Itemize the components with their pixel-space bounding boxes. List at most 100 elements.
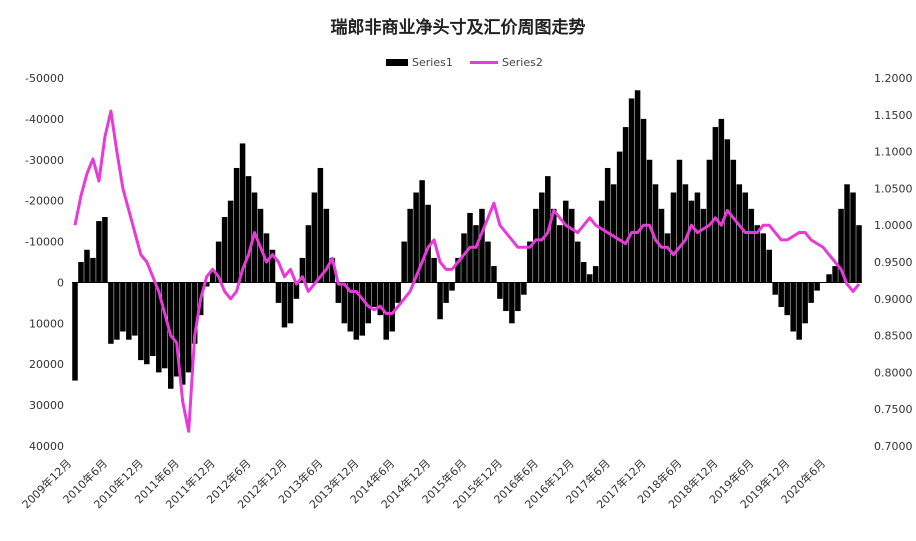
series1-bar — [790, 282, 796, 332]
legend-swatch-series1 — [386, 59, 408, 66]
series1-bar — [311, 192, 318, 283]
series1-bar — [586, 274, 593, 283]
series1-bar — [748, 208, 755, 283]
series1-bar — [580, 262, 587, 283]
series1-bar — [574, 241, 581, 283]
series1-bar — [425, 204, 431, 283]
right-tick-label: 0.7500 — [874, 403, 913, 416]
legend-label-series1: Series1 — [412, 56, 453, 69]
legend: Series1 Series2 — [386, 56, 543, 69]
series1-bar — [215, 241, 222, 283]
series1-bar — [718, 118, 725, 283]
series1-bar — [730, 159, 737, 283]
series1-bar — [138, 282, 144, 361]
series1-bar — [323, 208, 330, 283]
series1-bar — [156, 282, 162, 373]
series1-bar — [778, 282, 784, 307]
right-tick-label: 0.8500 — [874, 330, 913, 343]
series1-bar — [227, 200, 234, 283]
series1-bar — [359, 282, 366, 336]
series1-bar — [185, 282, 192, 373]
series1-bar — [245, 176, 252, 283]
right-tick-label: 0.9500 — [874, 256, 913, 269]
series1-bar — [126, 282, 132, 340]
series1-bar — [233, 167, 240, 283]
series1-bar — [742, 192, 749, 283]
series1-bar — [503, 282, 509, 312]
right-axis: 1.2000 1.1500 1.1000 1.0500 1.0000 0.9500 0.90… — [874, 72, 913, 453]
left-tick-label: -30000 — [25, 154, 64, 167]
series1-bar — [628, 98, 635, 283]
series1-bar — [694, 192, 701, 283]
series1-bar — [239, 143, 246, 283]
series1-bar — [557, 225, 563, 283]
series1-bar — [114, 282, 120, 340]
series1-bar — [652, 184, 659, 283]
series1-bars — [72, 90, 862, 389]
series1-bar — [832, 266, 838, 283]
series1-bar — [533, 208, 539, 283]
series1-bar — [72, 282, 78, 381]
series1-bar — [461, 233, 467, 283]
x-axis: 2009年12月2010年6月2010年12月2011年6月2011年12月20… — [19, 456, 828, 511]
series1-bar — [437, 282, 443, 320]
series1-bar — [706, 159, 713, 283]
series1-bar — [395, 282, 401, 303]
series1-bar — [371, 282, 377, 307]
series1-bar — [281, 282, 288, 328]
series1-bar — [856, 225, 862, 283]
series1-bar — [497, 282, 503, 299]
series1-bar — [221, 217, 228, 283]
series1-bar — [527, 241, 533, 283]
series1-bar — [509, 282, 515, 324]
series1-bar — [479, 208, 485, 283]
series1-bar — [766, 249, 772, 283]
series1-bar — [383, 282, 389, 340]
series1-bar — [838, 208, 844, 283]
series1-bar — [209, 270, 216, 283]
left-tick-label: -10000 — [25, 236, 64, 249]
series1-bar — [491, 266, 497, 283]
series1-bar — [407, 208, 413, 283]
series1-bar — [179, 282, 186, 385]
left-tick-label: 10000 — [29, 317, 64, 330]
series1-bar — [688, 200, 695, 283]
series1-bar — [634, 90, 641, 283]
series1-bar — [515, 282, 521, 312]
series1-bar — [802, 282, 808, 324]
right-tick-label: 0.7000 — [874, 440, 913, 453]
series1-bar — [389, 282, 395, 332]
series1-bar — [431, 257, 437, 283]
left-tick-label: 20000 — [29, 358, 64, 371]
series1-bar — [90, 257, 96, 283]
series1-bar — [598, 200, 605, 283]
series1-bar — [353, 282, 360, 340]
series1-bar — [191, 282, 198, 344]
series1-bar — [401, 241, 407, 283]
series1-bar — [365, 282, 372, 324]
series1-bar — [670, 192, 677, 283]
series1-bar — [616, 151, 623, 283]
series1-bar — [796, 282, 802, 340]
series1-bar — [772, 282, 778, 295]
left-axis: -50000 -40000 -30000 -20000 -10000 0 10000 2000… — [25, 72, 64, 453]
series1-bar — [449, 282, 455, 291]
series1-bar — [299, 257, 306, 283]
right-tick-label: 1.1000 — [874, 146, 913, 159]
series1-bar — [646, 159, 653, 283]
left-tick-label: 0 — [57, 276, 64, 289]
series1-bar — [551, 208, 557, 283]
series1-bar — [850, 192, 856, 283]
series1-bar — [814, 282, 820, 291]
series1-bar — [84, 249, 90, 283]
chart-title: 瑞郎非商业净头寸及汇价周图走势 — [331, 17, 586, 38]
series1-bar — [162, 282, 168, 369]
right-tick-label: 0.8000 — [874, 366, 913, 379]
series1-bar — [808, 282, 814, 303]
series1-bar — [700, 208, 707, 283]
series1-bar — [563, 200, 569, 283]
series1-bar — [682, 184, 689, 283]
series1-bar — [78, 262, 84, 283]
left-tick-label: -50000 — [25, 72, 64, 85]
